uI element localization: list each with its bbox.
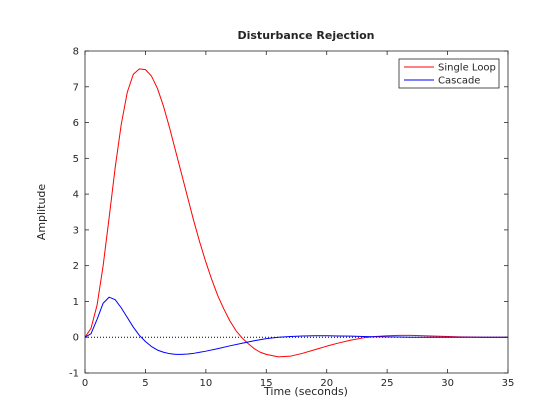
y-axis-label: Amplitude: [35, 184, 48, 241]
y-tick-label: 2: [73, 261, 79, 272]
x-tick-label: 0: [82, 378, 88, 389]
y-tick-label: 1: [73, 297, 79, 308]
legend-label-cascade: Cascade: [438, 76, 480, 87]
y-tick-label: 8: [73, 47, 79, 58]
legend: Single Loop Cascade: [398, 58, 500, 89]
x-axis-label: Time (seconds): [263, 385, 348, 398]
series-layer: [84, 68, 508, 358]
y-tick-label: 3: [73, 225, 79, 236]
x-tick-label: 10: [199, 378, 212, 389]
y-tick-label: 6: [73, 118, 79, 129]
chart-title: Disturbance Rejection: [237, 29, 374, 42]
y-tick-label: 5: [73, 154, 79, 165]
x-tick-label: 25: [381, 378, 394, 389]
y-tick-label: 0: [73, 333, 79, 344]
legend-label-single-loop: Single Loop: [438, 63, 496, 74]
x-tick-label: 20: [320, 378, 333, 389]
plot-frame: [84, 50, 509, 374]
x-tick-label: 5: [142, 378, 148, 389]
y-tick-label: 7: [73, 82, 79, 93]
x-tick-label: 35: [502, 378, 515, 389]
x-tick-label: 30: [441, 378, 454, 389]
series-line-cascade: [84, 296, 508, 355]
plot-area: [85, 51, 508, 373]
series-line-single-loop: [84, 68, 508, 358]
y-tick-label: 4: [73, 190, 79, 201]
legend-box: [398, 58, 500, 89]
y-tick-label: -1: [69, 369, 79, 380]
x-tick-label: 15: [260, 378, 273, 389]
